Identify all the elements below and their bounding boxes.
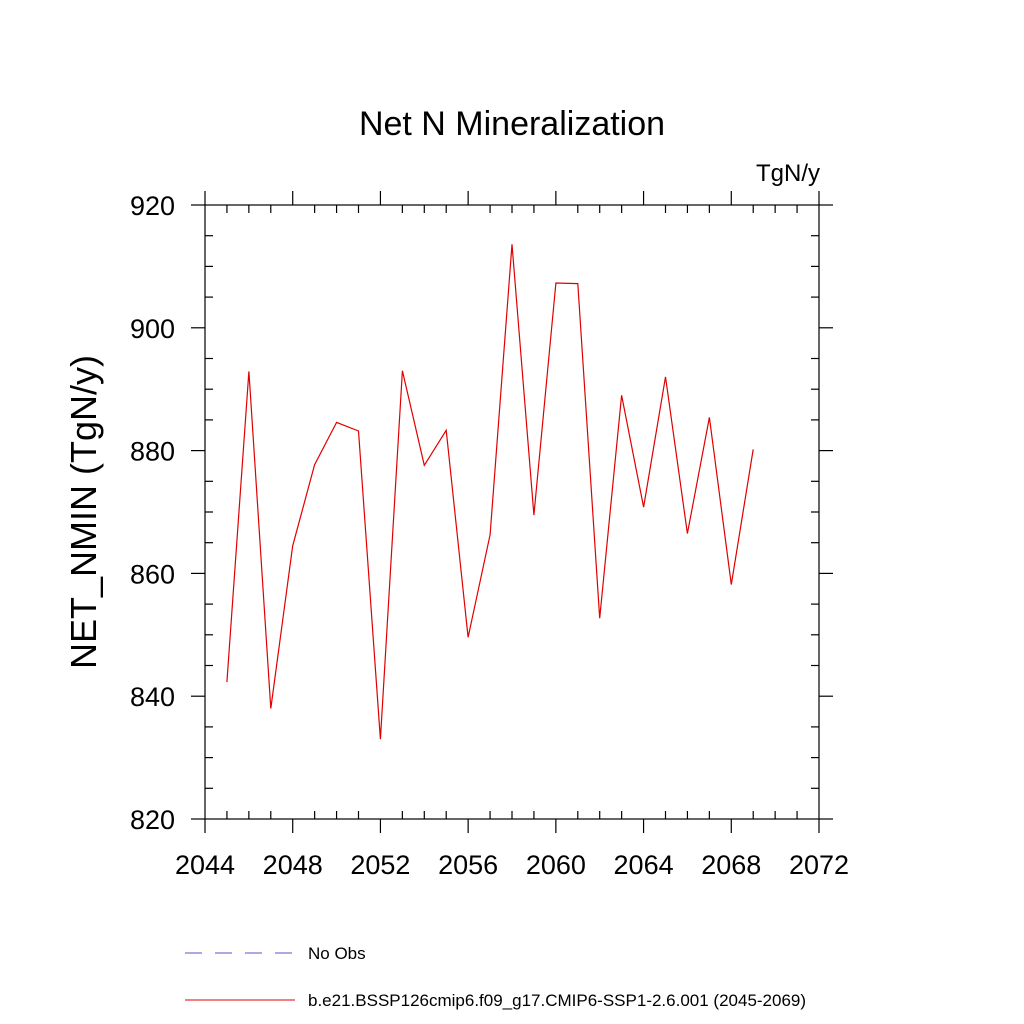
y-tick-label: 820	[130, 805, 175, 835]
tick-labels: 2044 2048 2052 2056 2060 2064 2068 2072 820 840 86…	[130, 191, 849, 880]
legend: No Obs b.e21.BSSP126cmip6.f09_g17.CMIP6-S…	[185, 944, 806, 1010]
legend-label: No Obs	[308, 944, 366, 963]
x-tick-label: 2044	[175, 850, 235, 880]
plot-frame	[204, 204, 820, 820]
x-tick-label: 2060	[526, 850, 586, 880]
x-tick-label: 2072	[789, 850, 849, 880]
x-tick-label: 2068	[701, 850, 761, 880]
y-axis-title: NET_NMIN (TgN/y)	[63, 355, 104, 669]
y-tick-label: 840	[130, 682, 175, 712]
series-line	[226, 244, 754, 740]
units-label: TgN/y	[756, 160, 820, 187]
y-tick-label: 880	[130, 437, 175, 467]
series-layer	[226, 244, 754, 740]
x-tick-label: 2052	[350, 850, 410, 880]
axis-ticks	[191, 191, 833, 833]
y-tick-label: 920	[130, 191, 175, 221]
x-tick-label: 2056	[438, 850, 498, 880]
chart-title: Net N Mineralization	[359, 105, 665, 143]
y-tick-label: 900	[130, 314, 175, 344]
x-tick-label: 2064	[614, 850, 674, 880]
x-tick-label: 2048	[263, 850, 323, 880]
legend-label: b.e21.BSSP126cmip6.f09_g17.CMIP6-SSP1-2.…	[308, 991, 806, 1010]
y-tick-label: 860	[130, 559, 175, 589]
